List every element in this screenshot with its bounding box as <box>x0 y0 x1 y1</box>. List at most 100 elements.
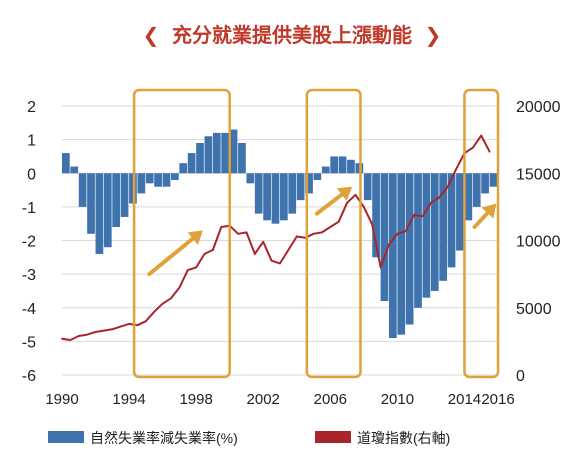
line-point-27 <box>287 249 290 251</box>
bar-10 <box>145 173 154 184</box>
left-tick-2: 0 <box>27 166 36 183</box>
title-left-mark: ❮ <box>143 23 160 47</box>
line-point-21 <box>237 232 239 235</box>
line-point-39 <box>388 243 390 246</box>
bar-23 <box>254 173 263 214</box>
line-point-25 <box>270 259 273 262</box>
right-axis-labels: 20000 15000 10000 5000 0 <box>516 99 561 385</box>
bar-40 <box>397 173 406 335</box>
bar-31 <box>321 166 330 174</box>
left-tick-3: -1 <box>22 200 36 217</box>
right-tick-2: 10000 <box>516 234 561 251</box>
line-point-8 <box>128 322 130 325</box>
bar-0 <box>62 153 70 174</box>
line-point-4 <box>94 331 97 333</box>
line-point-49 <box>471 146 474 149</box>
bar-30 <box>313 173 322 180</box>
highlight-box-2 <box>463 88 500 379</box>
highlight-box-0 <box>132 88 231 379</box>
right-tick-4: 0 <box>516 368 525 385</box>
trend-arrows <box>147 186 497 277</box>
bar-48 <box>464 173 473 221</box>
bar-34 <box>347 159 355 174</box>
bar-41 <box>405 173 414 325</box>
line-point-28 <box>295 235 298 238</box>
bar-37 <box>372 173 380 258</box>
bar-49 <box>472 173 481 207</box>
title-right-mark: ❯ <box>425 23 442 47</box>
chart-title: ❮ 充分就業提供美股上漲動能 ❯ <box>143 23 442 47</box>
line-point-43 <box>421 215 424 218</box>
line-point-12 <box>161 302 164 305</box>
line-point-24 <box>262 240 265 243</box>
legend-label-line: 道瓊指數(右軸) <box>357 430 450 446</box>
line-point-18 <box>212 249 214 251</box>
line-point-26 <box>279 262 281 265</box>
line-point-6 <box>111 328 114 331</box>
bar-19 <box>221 132 230 174</box>
line-point-30 <box>312 232 315 235</box>
highlight-box-1 <box>305 88 362 379</box>
line-point-31 <box>321 231 323 234</box>
arrow-shaft-1 <box>314 192 344 216</box>
x-tick-2: 1998 <box>179 391 212 408</box>
line-point-32 <box>329 226 332 228</box>
line-point-47 <box>455 168 457 171</box>
left-axis-labels: 2 1 0 -1 -2 -3 -4 -5 -6 <box>22 99 36 385</box>
bar-7 <box>120 173 129 217</box>
left-tick-5: -3 <box>22 267 36 284</box>
line-point-50 <box>480 134 483 137</box>
line-point-38 <box>379 266 382 269</box>
bar-series <box>62 129 498 339</box>
bar-27 <box>288 173 297 214</box>
bar-11 <box>154 173 162 187</box>
legend-swatch-line <box>315 431 351 443</box>
line-point-51 <box>488 150 491 153</box>
bar-45 <box>439 173 448 281</box>
left-tick-1: 1 <box>27 133 36 150</box>
x-tick-5: 2010 <box>381 391 414 408</box>
line-point-13 <box>170 297 172 300</box>
line-point-16 <box>195 266 198 269</box>
bar-38 <box>380 173 389 302</box>
bar-2 <box>78 173 87 207</box>
x-tick-1: 1994 <box>112 391 145 408</box>
bar-26 <box>280 173 288 221</box>
bar-13 <box>171 173 179 180</box>
arrow-head-0 <box>187 230 203 245</box>
right-tick-1: 15000 <box>516 166 561 183</box>
line-point-14 <box>178 286 181 289</box>
line-point-10 <box>144 320 147 323</box>
line-point-45 <box>438 196 441 199</box>
arrow-head-1 <box>336 186 353 201</box>
right-tick-0: 20000 <box>516 99 561 116</box>
x-tick-7: 2016 <box>481 391 514 408</box>
bar-17 <box>204 136 213 174</box>
bar-3 <box>87 173 95 234</box>
bar-4 <box>95 173 104 254</box>
bar-14 <box>179 163 188 174</box>
bar-15 <box>187 153 196 174</box>
line-point-9 <box>136 324 139 327</box>
x-tick-4: 2006 <box>314 391 347 408</box>
x-tick-3: 2002 <box>247 391 280 408</box>
bar-36 <box>363 173 372 201</box>
bar-6 <box>112 173 121 228</box>
bar-46 <box>447 173 456 268</box>
left-tick-0: 2 <box>27 99 36 116</box>
left-tick-8: -6 <box>22 368 36 385</box>
chart-title-text: 充分就業提供美股上漲動能 <box>172 23 412 47</box>
bar-22 <box>246 173 255 184</box>
bar-43 <box>422 173 431 298</box>
arrow-shaft-0 <box>147 236 195 277</box>
line-point-0 <box>61 337 63 340</box>
line-point-23 <box>253 253 256 255</box>
bar-32 <box>330 156 339 174</box>
legend: 自然失業率減失業率(%) 道瓊指數(右軸) <box>48 430 450 446</box>
bar-51 <box>489 173 498 187</box>
bar-47 <box>456 173 464 251</box>
bar-5 <box>103 173 112 248</box>
bar-42 <box>414 173 422 308</box>
bar-39 <box>389 173 397 339</box>
